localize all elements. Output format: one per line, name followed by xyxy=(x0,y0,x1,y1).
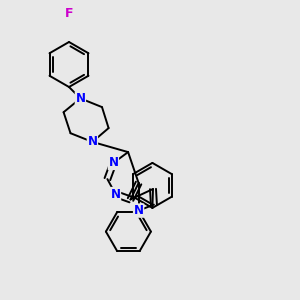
Text: N: N xyxy=(75,92,85,105)
Text: N: N xyxy=(87,135,98,148)
Text: F: F xyxy=(65,7,73,20)
Text: N: N xyxy=(110,188,121,201)
Text: N: N xyxy=(108,156,118,170)
Text: N: N xyxy=(134,204,144,217)
